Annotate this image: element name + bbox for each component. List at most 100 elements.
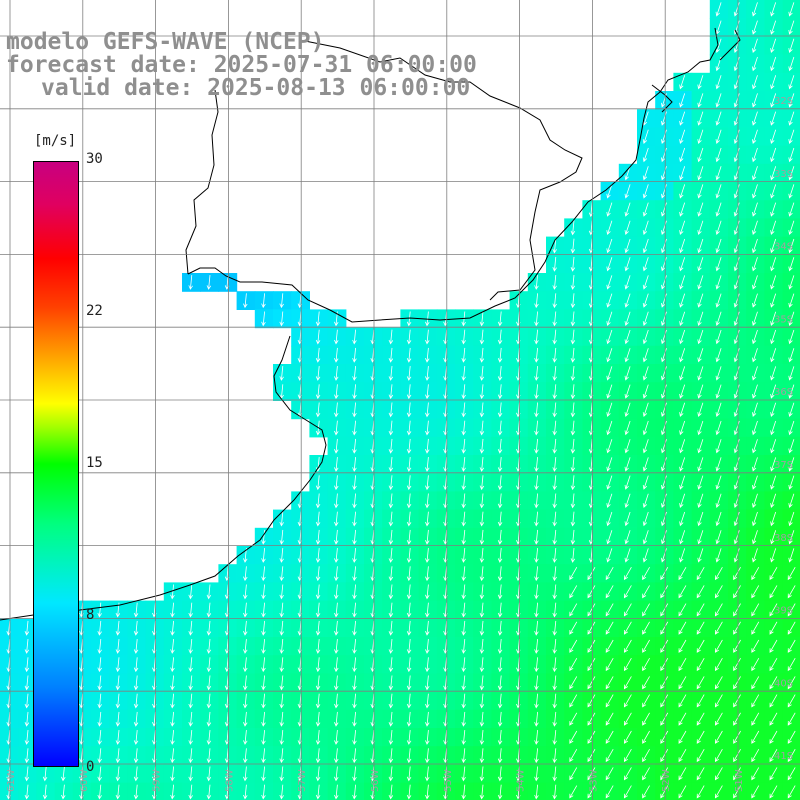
wind-arrow	[279, 730, 284, 745]
wind-arrow	[461, 693, 466, 709]
wind-arrow	[552, 275, 557, 290]
wind-cell	[655, 691, 674, 711]
wind-arrow	[570, 347, 576, 363]
valid-date: valid date: 2025-08-13 06:00:00	[41, 75, 471, 101]
wind-arrow	[678, 567, 687, 581]
wind-arrow	[388, 511, 394, 527]
wind-arrow	[787, 730, 796, 744]
wind-cell	[673, 564, 693, 583]
wind-cell	[673, 600, 693, 620]
wind-arrow	[425, 402, 430, 418]
wind-cell	[709, 637, 729, 656]
wind-arrow	[479, 402, 485, 418]
lon-label: 56W	[370, 769, 381, 792]
wind-arrow	[461, 675, 466, 691]
wind-arrow	[660, 567, 669, 581]
wind-arrow	[714, 730, 723, 744]
wind-cell	[728, 655, 747, 674]
wind-arrow	[770, 439, 777, 454]
wind-arrow	[388, 602, 394, 618]
wind-arrow	[679, 93, 686, 108]
wind-arrow	[206, 275, 212, 290]
wind-arrow	[623, 603, 632, 617]
wind-arrow	[787, 621, 796, 635]
wind-arrow	[788, 166, 795, 181]
wind-cell	[618, 582, 638, 602]
wind-arrow	[679, 257, 686, 272]
wind-cell	[637, 728, 656, 747]
wind-arrow	[678, 658, 687, 672]
wind-arrow	[42, 784, 48, 800]
wind-arrow	[751, 567, 760, 581]
wind-arrow	[479, 511, 485, 527]
wind-arrow	[279, 675, 284, 691]
wind-arrow	[206, 602, 212, 618]
wind-arrow	[315, 639, 321, 654]
wind-arrow	[624, 257, 631, 272]
wind-cell	[582, 709, 602, 729]
wind-arrow	[388, 329, 394, 345]
wind-arrow	[660, 712, 669, 726]
wind-arrow	[261, 657, 266, 673]
lat-label: 39S	[774, 606, 793, 617]
wind-arrow	[261, 529, 266, 545]
wind-arrow	[279, 511, 284, 527]
wind-arrow	[115, 639, 121, 654]
wind-arrow	[406, 511, 412, 527]
wind-arrow	[552, 602, 557, 618]
wind-arrow	[770, 475, 777, 490]
wind-arrow	[406, 620, 412, 636]
wind-arrow	[623, 785, 632, 799]
wind-cell	[691, 564, 711, 583]
wind-arrow	[570, 548, 576, 563]
wind-arrow	[606, 475, 613, 490]
wind-cell	[746, 673, 765, 693]
wind-cell	[618, 764, 638, 784]
wind-arrow	[714, 567, 723, 581]
wind-arrow	[715, 2, 722, 17]
wind-arrow	[133, 693, 139, 709]
wind-arrow	[534, 602, 539, 618]
wind-arrow	[497, 511, 503, 527]
wind-cell	[709, 709, 729, 729]
wind-arrow	[461, 347, 466, 363]
wind-cell	[600, 564, 620, 583]
wind-arrow	[696, 603, 705, 617]
wind-arrow	[714, 749, 723, 763]
wind-cell	[618, 709, 638, 729]
wind-arrow	[552, 711, 557, 727]
wind-cell	[691, 600, 711, 620]
wind-arrow	[661, 293, 667, 308]
wind-cell	[582, 618, 602, 638]
wind-arrow	[715, 457, 722, 472]
wind-arrow	[623, 749, 632, 763]
wind-arrow	[334, 511, 339, 527]
wind-arrow	[733, 348, 740, 363]
wind-arrow	[733, 694, 741, 708]
wind-arrow	[552, 748, 557, 764]
wind-arrow	[388, 347, 394, 363]
lat-label: 38S	[774, 533, 793, 544]
wind-arrow	[334, 748, 339, 764]
wind-arrow	[352, 511, 357, 527]
wind-arrow	[733, 548, 740, 563]
wind-arrow	[733, 366, 740, 381]
wind-arrow	[315, 657, 321, 673]
lon-label: 61W	[6, 769, 17, 792]
wind-arrow	[715, 493, 722, 509]
wind-cell	[746, 600, 765, 620]
wind-arrow	[769, 585, 778, 599]
wind-cell	[600, 600, 620, 620]
wind-arrow	[679, 129, 686, 145]
wind-arrow	[623, 639, 632, 653]
wind-arrow	[751, 767, 760, 781]
wind-arrow	[624, 548, 631, 563]
wind-arrow	[679, 493, 686, 509]
wind-arrow	[133, 711, 139, 727]
wind-arrow	[697, 548, 704, 563]
wind-arrow	[461, 657, 466, 673]
wind-arrow	[770, 93, 777, 108]
wind-cell	[691, 728, 711, 747]
wind-arrow	[769, 676, 778, 690]
